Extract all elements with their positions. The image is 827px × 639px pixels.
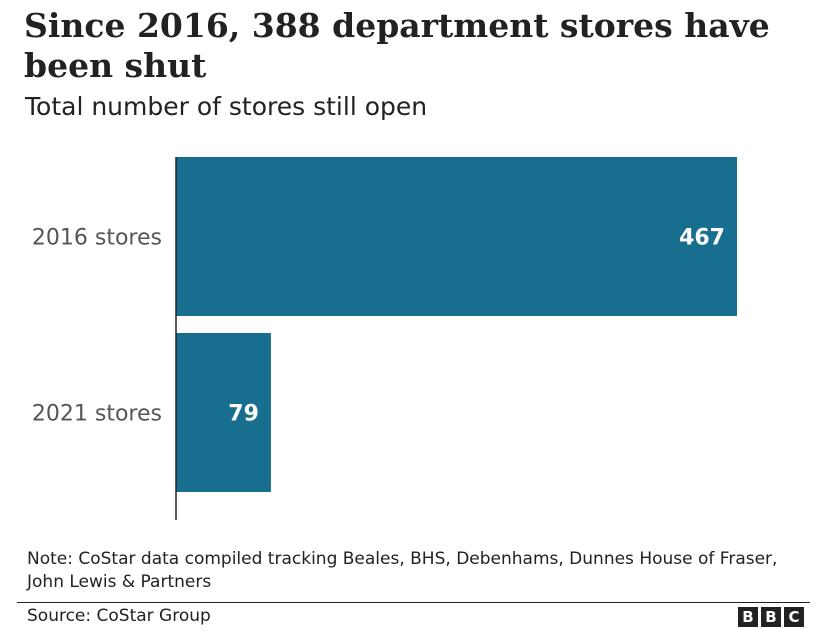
footer-divider xyxy=(17,602,810,603)
chart-source: Source: CoStar Group xyxy=(27,606,211,626)
bar-chart: 2016 stores 467 2021 stores 79 xyxy=(32,157,737,520)
chart-note: Note: CoStar data compiled tracking Beal… xyxy=(27,549,778,592)
bbc-logo: B B C xyxy=(738,607,804,627)
chart-title: Since 2016, 388 department stores have b… xyxy=(24,6,770,85)
data-label: 79 xyxy=(228,402,259,427)
logo-letter: B xyxy=(738,607,758,627)
data-label: 467 xyxy=(679,226,725,251)
bar xyxy=(176,157,737,316)
logo-letter: B xyxy=(761,607,781,627)
bar xyxy=(176,333,271,492)
category-label: 2021 stores xyxy=(32,402,162,427)
chart-subtitle: Total number of stores still open xyxy=(25,92,428,121)
logo-letter: C xyxy=(784,607,804,627)
category-label: 2016 stores xyxy=(32,226,162,251)
